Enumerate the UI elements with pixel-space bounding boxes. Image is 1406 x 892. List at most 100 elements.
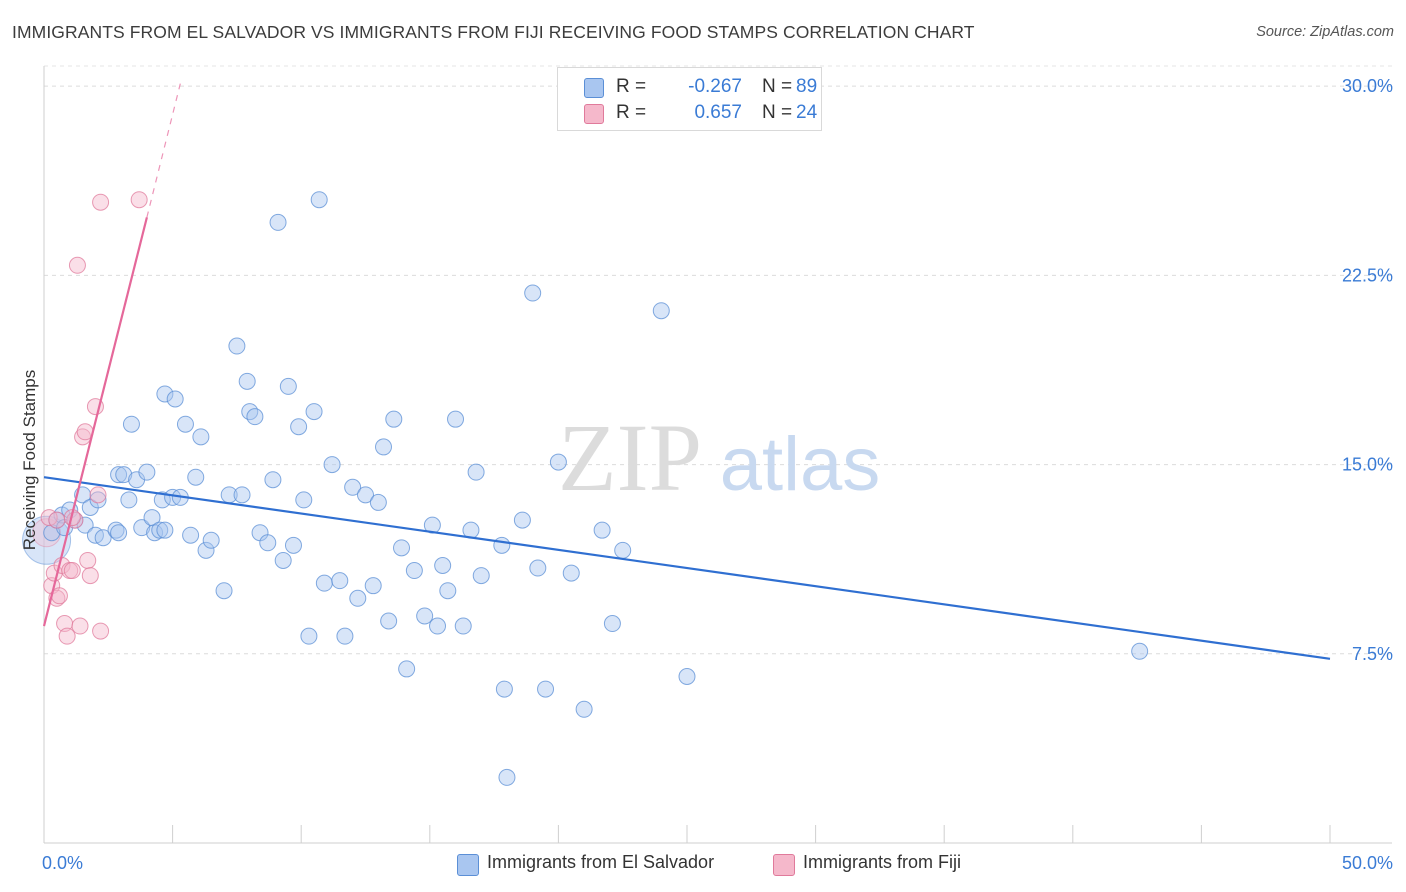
point-el-salvador <box>94 529 112 547</box>
legend-label: Immigrants from El Salvador <box>487 852 715 872</box>
point-el-salvador <box>187 468 205 486</box>
point-el-salvador <box>349 589 367 607</box>
point-el-salvador <box>493 536 511 554</box>
point-el-salvador <box>156 385 174 403</box>
point-el-salvador <box>398 660 416 678</box>
point-el-salvador <box>110 466 128 484</box>
point-el-salvador <box>156 521 174 539</box>
legend-swatch <box>457 854 479 876</box>
point-fiji <box>89 486 107 504</box>
point-el-salvador <box>153 491 171 509</box>
point-el-salvador <box>652 302 670 320</box>
point-el-salvador <box>429 617 447 635</box>
point-fiji <box>130 191 148 209</box>
r-label: R = <box>616 76 647 97</box>
point-el-salvador <box>678 668 696 685</box>
point-el-salvador <box>295 491 313 509</box>
legend-swatch-el-salvador <box>584 78 604 98</box>
point-el-salvador <box>375 438 393 456</box>
point-el-salvador <box>215 582 233 600</box>
point-el-salvador <box>331 572 349 590</box>
point-el-salvador <box>614 541 632 559</box>
point-el-salvador <box>562 564 580 582</box>
x-tick-label: 50.0% <box>1342 853 1393 873</box>
point-el-salvador <box>138 463 156 481</box>
point-el-salvador <box>549 453 567 471</box>
point-el-salvador <box>315 574 333 592</box>
legend-swatch <box>773 854 795 876</box>
point-fiji <box>68 256 86 274</box>
point-el-salvador <box>238 372 256 390</box>
point-el-salvador <box>593 521 611 539</box>
point-el-salvador <box>176 415 194 433</box>
point-el-salvador <box>439 582 457 600</box>
point-el-salvador <box>454 617 472 635</box>
trend-line-fiji <box>42 217 148 627</box>
r-value: -0.267 <box>688 76 742 97</box>
point-el-salvador <box>133 519 151 537</box>
trend-lines <box>42 83 1331 660</box>
point-el-salvador <box>603 615 621 633</box>
point-el-salvador <box>122 415 140 433</box>
point-el-salvador <box>107 521 125 539</box>
point-el-salvador <box>447 410 465 428</box>
source-note: Source: ZipAtlas.com <box>1256 24 1394 40</box>
point-el-salvador <box>472 567 490 585</box>
n-label: N = <box>762 76 793 97</box>
point-el-salvador <box>290 418 308 436</box>
point-el-salvador <box>393 539 411 557</box>
point-el-salvador <box>182 526 200 544</box>
data-points <box>22 191 1149 786</box>
point-el-salvador <box>467 463 485 481</box>
x-tick-label: 0.0% <box>42 853 83 873</box>
point-el-salvador <box>259 534 277 552</box>
watermark-atlas: atlas <box>720 422 881 507</box>
point-el-salvador <box>416 607 434 625</box>
point-el-salvador <box>115 466 133 484</box>
point-el-salvador <box>284 536 302 554</box>
r-label: R = <box>616 102 647 123</box>
y-tick-label: 22.5% <box>1342 265 1393 285</box>
n-value: 89 <box>796 76 818 97</box>
point-el-salvador <box>233 486 251 504</box>
point-el-salvador <box>310 191 328 209</box>
point-el-salvador <box>269 213 287 231</box>
point-el-salvador <box>385 410 403 428</box>
trend-line-fiji-extension <box>146 83 181 218</box>
point-el-salvador <box>498 768 516 786</box>
point-el-salvador <box>279 377 297 395</box>
point-fiji-cluster <box>32 518 62 548</box>
point-el-salvador <box>344 478 362 496</box>
point-el-salvador <box>89 491 107 509</box>
point-el-salvador <box>305 403 323 421</box>
point-el-salvador <box>246 408 264 426</box>
grid-lines <box>44 65 1392 655</box>
tick-labels: 7.5% 15.0% 22.5% 30.0% 0.0% 50.0% <box>42 76 1393 873</box>
point-el-salvador <box>495 680 513 698</box>
point-el-salvador <box>120 491 138 509</box>
point-fiji <box>92 622 110 640</box>
point-el-salvador <box>529 559 547 577</box>
point-el-salvador <box>405 562 423 580</box>
point-el-salvador <box>110 524 128 542</box>
point-el-salvador <box>434 557 452 574</box>
point-fiji <box>71 617 89 635</box>
point-el-salvador <box>1131 642 1149 660</box>
point-el-salvador <box>76 516 94 534</box>
point-fiji <box>48 511 66 529</box>
point-el-salvador <box>166 390 184 408</box>
point-fiji <box>92 193 110 211</box>
point-el-salvador <box>336 627 354 645</box>
trend-line-el-salvador <box>43 476 1331 660</box>
point-el-salvador <box>357 486 374 504</box>
watermark: ZIP atlas <box>558 404 880 511</box>
point-el-salvador <box>202 531 220 549</box>
point-el-salvador <box>300 627 318 645</box>
stats-legend: R = -0.267 N = 89 R = 0.657 N = 24 <box>557 67 822 131</box>
y-tick-label: 7.5% <box>1352 644 1393 664</box>
n-label: N = <box>762 102 793 123</box>
point-el-salvador <box>264 471 282 489</box>
point-fiji <box>79 551 97 569</box>
chart-title: IMMIGRANTS FROM EL SALVADOR VS IMMIGRANT… <box>12 22 975 42</box>
point-el-salvador <box>513 511 531 529</box>
